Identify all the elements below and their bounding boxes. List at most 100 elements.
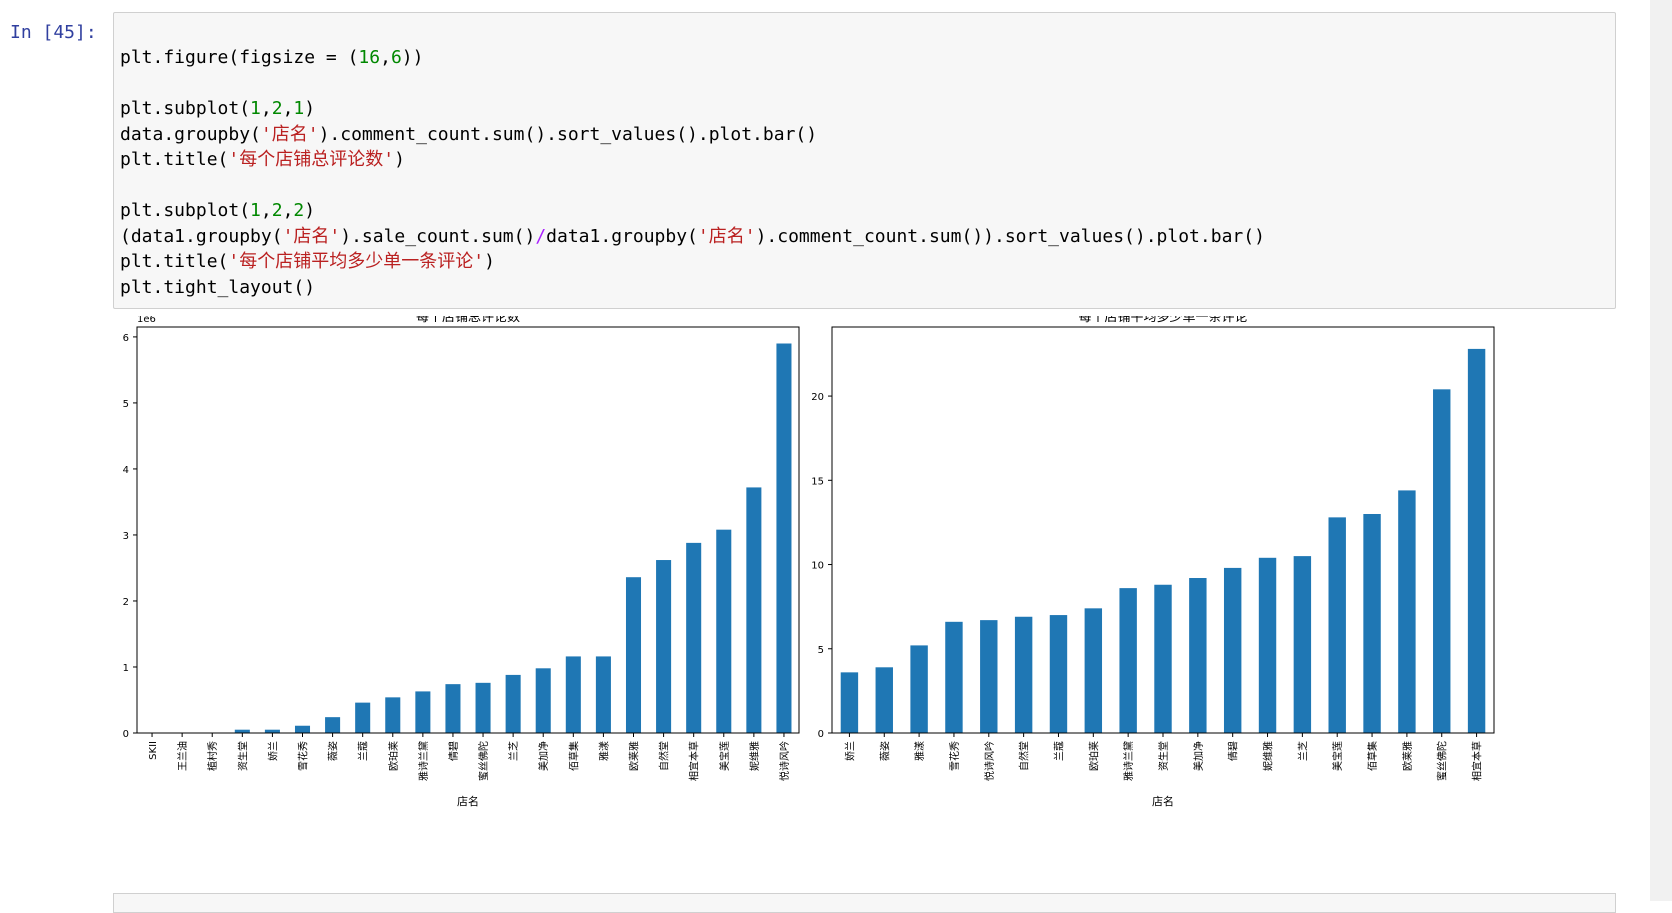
chart2-bar <box>1119 588 1137 733</box>
chart2-bar <box>1433 389 1451 733</box>
code-line-10: plt.tight_layout() <box>120 276 316 298</box>
chart1-xtick-label: 相宜本草 <box>688 741 701 781</box>
chart1-xtick-label: 欧珀莱 <box>387 741 400 771</box>
chart2-xtick-label: 悦诗风吟 <box>983 741 996 781</box>
chart2-xtick-label: 自然堂 <box>1018 741 1031 771</box>
chart2-xtick-label: 雅漾 <box>913 741 926 761</box>
chart2-bar <box>1398 490 1416 733</box>
chart1-bar <box>385 697 401 733</box>
chart2-bar <box>840 672 859 733</box>
chart2-xtick-label: 美宝莲 <box>1331 741 1344 771</box>
chart1-xtick-label: 植村秀 <box>206 741 219 771</box>
chart2-xtick-label: 欧珀莱 <box>1087 741 1100 771</box>
chart1-bar <box>445 684 461 733</box>
chart1-bar <box>686 542 702 733</box>
chart1-ytick-label: 0 <box>123 729 129 740</box>
chart2-xtick-label: 倩碧 <box>1227 741 1240 761</box>
chart1-bar <box>264 729 280 733</box>
chart1-offset-label: 1e6 <box>137 316 156 325</box>
chart2-bar <box>1014 616 1033 733</box>
chart1-xtick-label: 雅漾 <box>597 741 610 761</box>
chart1-xlabel: 店名 <box>457 794 479 808</box>
chart2-bar <box>1189 578 1207 733</box>
chart2-xlabel: 店名 <box>1152 794 1174 808</box>
chart2-title: 每个店铺平均多少单一条评论 <box>1078 316 1247 325</box>
chart1-bar <box>595 656 611 733</box>
chart2-xtick-label: 欧莱雅 <box>1401 741 1414 771</box>
page-scrollbar[interactable] <box>1650 0 1672 901</box>
chart1-xtick-label: 倩碧 <box>447 741 460 761</box>
chart2-ytick-label: 20 <box>811 392 824 403</box>
chart1-xtick-label: 佰草集 <box>567 741 580 771</box>
chart2-xtick-label: 蜜丝佛陀 <box>1436 741 1449 781</box>
chart1-xtick-label: 兰芝 <box>507 741 520 761</box>
chart1-xtick-label: 蜜丝佛陀 <box>477 741 490 781</box>
chart2-bar <box>1328 517 1346 733</box>
chart2-xtick-label: 雅诗兰黛 <box>1122 741 1135 781</box>
chart2-xtick-label: 美加净 <box>1192 741 1205 771</box>
chart1-bar <box>716 529 732 733</box>
code-text[interactable]: plt.figure(figsize = (16,6)) plt.subplot… <box>120 45 1265 300</box>
chart1-xtick-label: SKII <box>148 741 159 760</box>
chart2-xtick-label: 兰芝 <box>1296 741 1309 761</box>
chart1-ytick-label: 6 <box>123 333 129 344</box>
chart2-xtick-label: 相宜本草 <box>1471 741 1484 781</box>
chart2-bar <box>1258 557 1277 733</box>
chart2-xtick-label: 雪花秀 <box>948 741 961 771</box>
chart1-bar <box>234 729 250 733</box>
chart1-xtick-label: 王兰油 <box>176 741 189 771</box>
chart2-xtick-label: 娇兰 <box>843 741 856 761</box>
chart1-bar <box>294 725 311 733</box>
chart1-ytick-label: 2 <box>123 597 129 608</box>
chart2-ytick-label: 5 <box>818 645 824 656</box>
code-line-1: plt.figure(figsize = (16,6)) <box>120 47 424 68</box>
code-line-5: plt.title('每个店铺总评论数') <box>120 149 405 170</box>
chart1-xtick-label: 兰蔻 <box>357 741 370 761</box>
code-line-4: data.groupby('店名').comment_count.sum().s… <box>120 123 818 145</box>
chart1-xtick-label: 美加净 <box>537 741 550 771</box>
chart2-bar <box>1049 615 1068 733</box>
chart1-xtick-label: 资生堂 <box>236 741 249 771</box>
chart1-ytick-label: 5 <box>123 399 129 410</box>
chart1-bar <box>656 560 672 733</box>
chart1-xtick-label: 薇姿 <box>327 741 340 761</box>
chart1-bar <box>535 668 551 733</box>
code-cell-editor[interactable]: plt.figure(figsize = (16,6)) plt.subplot… <box>113 12 1616 309</box>
chart1-xtick-label: 自然堂 <box>658 741 671 771</box>
chart1-bar <box>746 487 762 733</box>
chart1-axes-frame <box>136 326 800 734</box>
code-line-8: (data1.groupby('店名').sale_count.sum()/da… <box>120 225 1265 247</box>
chart2-xtick-label: 兰蔻 <box>1052 741 1065 761</box>
chart2-bar <box>980 620 998 733</box>
chart2-bar <box>1084 608 1103 733</box>
chart1-bar <box>505 674 521 733</box>
chart1-bar <box>625 577 642 733</box>
chart2-bar <box>1467 348 1486 733</box>
chart2-xtick-label: 薇姿 <box>878 741 891 761</box>
chart1-title: 每个店铺总评论数 <box>416 316 520 325</box>
chart1-xtick-label: 美宝莲 <box>718 741 731 771</box>
chart2-bar <box>1363 513 1381 733</box>
chart2-bar <box>1223 567 1242 733</box>
chart2-ytick-label: 0 <box>818 729 824 740</box>
chart1-ytick-label: 4 <box>123 465 129 476</box>
chart1-xtick-label: 妮维雅 <box>748 741 761 771</box>
chart1-xtick-label: 雪花秀 <box>297 741 310 771</box>
chart2-xtick-label: 佰草集 <box>1366 741 1379 771</box>
code-line-9: plt.title('每个店铺平均多少单一条评论') <box>120 251 495 272</box>
chart1-bar <box>325 717 341 733</box>
chart1-ytick-label: 3 <box>123 531 129 542</box>
chart2-xtick-label: 妮维雅 <box>1262 741 1275 771</box>
chart1-xtick-label: 欧莱雅 <box>628 741 641 771</box>
chart1-xtick-label: 悦诗风吟 <box>778 741 791 781</box>
chart1-xtick-label: 雅诗兰黛 <box>417 741 430 781</box>
chart2-bar <box>1154 584 1172 733</box>
chart2-bar <box>875 667 893 733</box>
next-code-cell[interactable] <box>113 893 1616 913</box>
chart2-bar <box>1293 556 1312 733</box>
chart2-xtick-label: 资生堂 <box>1157 741 1170 771</box>
chart2-bar <box>945 621 963 733</box>
code-line-3: plt.subplot(1,2,1) <box>120 98 316 119</box>
cell-output: 0 1 2 3 4 5 6 SKII 王兰油 植村秀 资生堂 娇兰 雪花秀 薇姿 兰蔻 欧珀莱 雅诗兰黛 倩碧 蜜丝… <box>113 309 1633 876</box>
